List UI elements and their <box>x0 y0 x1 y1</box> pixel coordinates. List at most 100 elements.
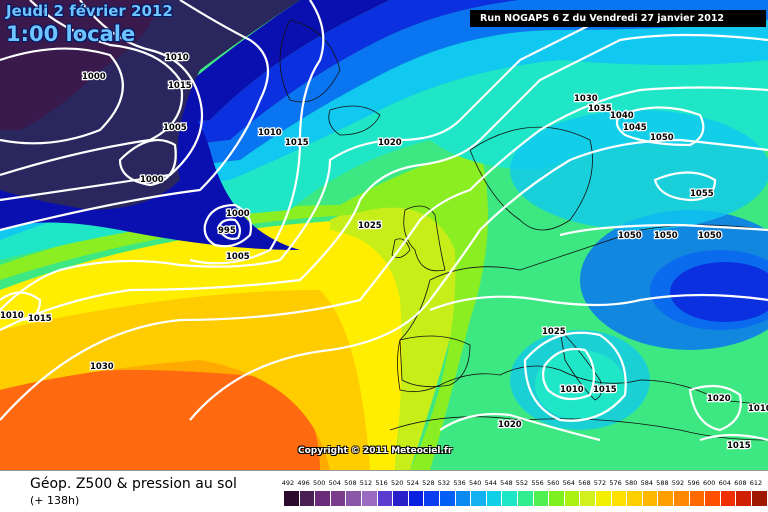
scale-color-swatch <box>549 491 564 506</box>
scale-color-swatch <box>346 491 361 506</box>
scale-color-swatch <box>299 491 315 506</box>
isobar-label: 1050 <box>650 133 674 143</box>
scale-value-label: 532 <box>437 479 451 487</box>
isobar-label: 1040 <box>610 111 634 121</box>
scale-color-swatch <box>705 491 720 506</box>
isobar-label: 1000 <box>226 209 250 219</box>
isobar-path <box>615 106 705 147</box>
isobar-path <box>0 0 270 232</box>
scale-color-swatch <box>689 491 705 506</box>
color-scale-swatches <box>284 491 767 506</box>
scale-value-label: 496 <box>297 479 310 487</box>
isobar-label: 1010 <box>560 385 584 395</box>
isobar-label: 1030 <box>90 362 114 372</box>
scale-color-swatch <box>362 491 377 506</box>
scale-value-label: 596 <box>687 479 700 487</box>
isobar-label: 1015 <box>727 441 751 451</box>
legend-title: Géop. Z500 & pression au sol <box>30 476 237 492</box>
scale-value-label: 576 <box>609 479 622 487</box>
forecast-date: Jeudi 2 février 2012 <box>6 2 173 20</box>
scale-value-label: 524 <box>406 479 420 487</box>
scale-value-label: 504 <box>328 479 342 487</box>
isobar-path <box>429 293 768 312</box>
isobar-label: 1015 <box>168 81 192 91</box>
weather-map: 1010 1015 1000 1005 1000 1010 1015 1000 … <box>0 0 768 470</box>
geopotential-field <box>0 0 768 470</box>
field-yellow-green <box>330 180 463 470</box>
isobar-path <box>118 138 177 187</box>
isobar-path <box>541 347 596 401</box>
isobar-path <box>0 0 184 177</box>
scale-color-swatch <box>736 491 751 506</box>
run-info-banner: Run NOGAPS 6 Z du Vendredi 27 janvier 20… <box>470 10 766 27</box>
isobar-label: 1050 <box>698 231 722 241</box>
scale-color-swatch <box>455 491 471 506</box>
scale-color-swatch <box>486 491 502 506</box>
scale-value-label: 572 <box>593 479 607 487</box>
scale-value-label: 500 <box>312 479 326 487</box>
scale-color-swatch <box>596 491 611 506</box>
scale-value-label: 568 <box>578 479 591 487</box>
coast-europe <box>397 224 768 406</box>
field-cyan-ne <box>510 110 768 230</box>
scale-value-label: 520 <box>390 479 404 487</box>
field-teal-italy <box>535 350 625 420</box>
isobars <box>0 0 768 442</box>
scale-value-label: 512 <box>359 479 373 487</box>
scale-color-swatch <box>564 491 580 506</box>
isobar-label: 1030 <box>574 94 598 104</box>
scale-value-label: 592 <box>671 479 685 487</box>
isobar-path <box>653 171 717 202</box>
isobar-path <box>0 47 124 145</box>
coast-scandinavia <box>469 126 593 231</box>
isobar-label: 1050 <box>618 231 642 241</box>
coast-iceland <box>328 105 381 136</box>
isobar-label: 1020 <box>378 138 402 148</box>
color-scale-labels: 492 496 500 504 508 512 516 520 524 528 532 536 540 5… <box>281 479 762 489</box>
isobar-label: 1010 <box>258 128 282 138</box>
scale-color-swatch <box>752 491 767 506</box>
scale-value-label: 560 <box>546 479 560 487</box>
scale-color-swatch <box>674 491 689 506</box>
scale-value-label: 516 <box>375 479 388 487</box>
isobar-path <box>203 203 253 248</box>
isobar-path <box>189 0 325 265</box>
isobar-label: 1015 <box>593 385 617 395</box>
coast-british-isles <box>391 205 446 272</box>
scale-color-swatch <box>393 491 408 506</box>
scale-color-swatch <box>315 491 330 506</box>
coast-italy <box>559 328 603 401</box>
isobar-label: 1020 <box>707 394 731 404</box>
isobar-path <box>699 433 768 442</box>
isobar-labels: 1010 1015 1000 1005 1000 1010 1015 1000 … <box>0 52 768 453</box>
isobar-label: 1005 <box>163 123 187 133</box>
forecast-time: 1:00 locale <box>6 22 136 46</box>
isobar-label: 1000 <box>140 175 164 185</box>
isobar-label: 1010 <box>748 404 768 414</box>
scale-color-swatch <box>284 491 299 506</box>
scale-value-label: 540 <box>468 479 482 487</box>
scale-value-label: 492 <box>281 479 295 487</box>
scale-value-label: 552 <box>515 479 529 487</box>
scale-color-swatch <box>424 491 439 506</box>
isobar-label: 1010 <box>0 311 24 321</box>
field-dark-purple <box>0 0 160 130</box>
isobar-path <box>439 412 601 442</box>
isobar-path <box>0 86 768 421</box>
isobar-label: 1005 <box>226 252 250 262</box>
scale-value-label: 612 <box>749 479 763 487</box>
scale-color-swatch <box>580 491 595 506</box>
isobar-label: 1015 <box>28 314 52 324</box>
isobar-label: 1025 <box>542 327 566 337</box>
scale-color-swatch <box>720 491 736 506</box>
scale-color-swatch <box>502 491 517 506</box>
scale-value-label: 508 <box>344 479 357 487</box>
field-yellow <box>0 220 410 470</box>
scale-color-swatch <box>533 491 549 506</box>
copyright-notice: Copyright © 2011 Meteociel.fr <box>298 446 453 456</box>
scale-color-swatch <box>611 491 627 506</box>
isobar-label: 1015 <box>285 138 309 148</box>
legend-subtitle: (+ 138h) <box>30 494 80 507</box>
field-blue-low-east-core <box>670 262 768 322</box>
